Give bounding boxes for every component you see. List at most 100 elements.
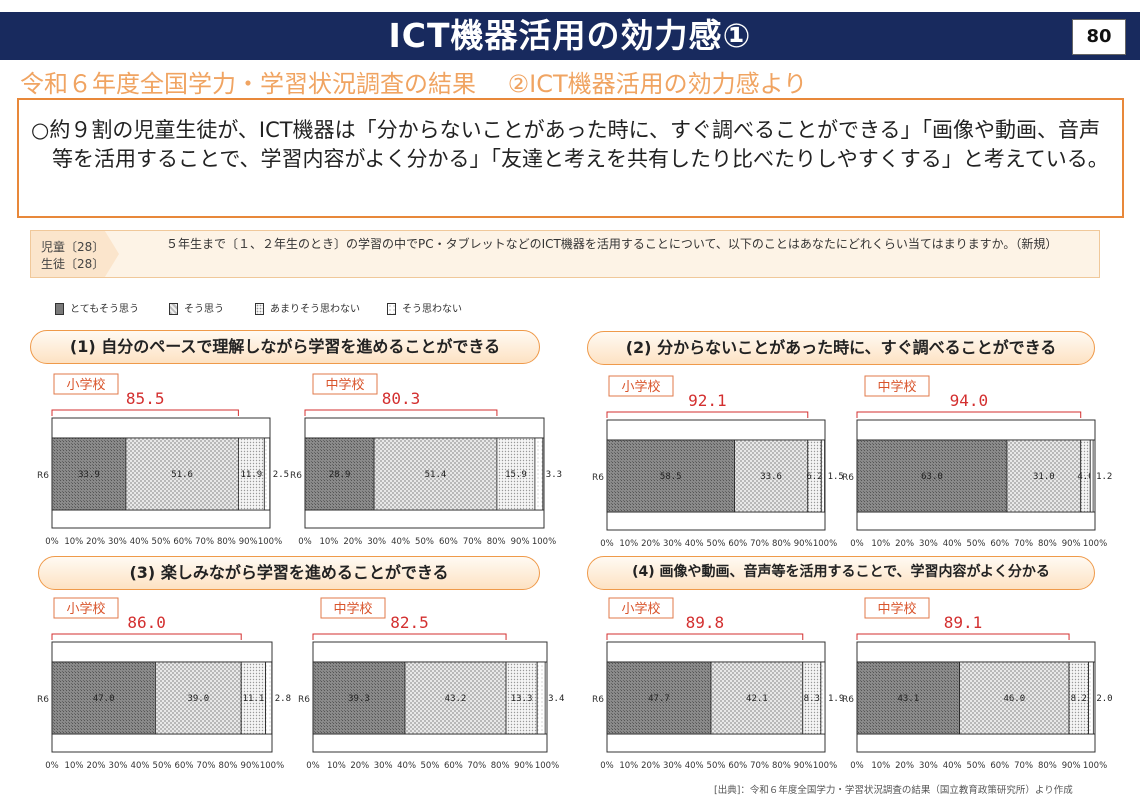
x-tick-label: 30% [108, 537, 127, 547]
group-label: 小学校 [621, 379, 660, 395]
x-tick-label: 70% [197, 761, 216, 771]
segment-label: 6.2 [806, 472, 822, 482]
bar-segment [820, 661, 826, 735]
x-tick-label: 80% [1038, 761, 1057, 771]
summary-text: ○約９割の児童生徒が、ICT機器は「分からないことがあった時に、すぐ調べることが… [31, 118, 1109, 171]
x-tick-label: 0% [600, 761, 614, 771]
x-tick-label: 30% [109, 761, 128, 771]
segment-label: 46.0 [1003, 694, 1025, 704]
x-tick-label: 0% [298, 537, 312, 547]
bar-segment [1006, 439, 1082, 513]
x-tick-label: 90% [1062, 761, 1081, 771]
legend-item: そう思う [169, 300, 224, 315]
segment-label: 2.5 [273, 470, 289, 480]
category-label: R6 [290, 471, 302, 481]
section-header-4: (4) 画像や動画、音声等を活用することで、学習内容がよく分かる [587, 556, 1095, 590]
segment-label: 33.9 [78, 470, 100, 480]
x-tick-label: 30% [374, 761, 393, 771]
bar-segment [505, 661, 538, 735]
x-tick-label: 20% [895, 761, 914, 771]
bar-segment [734, 439, 809, 513]
category-label: R6 [37, 471, 49, 481]
group-label: 小学校 [621, 601, 660, 617]
total-bracket [606, 411, 809, 418]
x-tick-label: 40% [685, 539, 704, 549]
x-tick-label: 10% [871, 761, 890, 771]
x-tick-label: 90% [511, 537, 530, 547]
bar-segment [534, 437, 544, 511]
x-tick-label: 80% [772, 539, 791, 549]
x-tick-label: 100% [535, 761, 559, 771]
segment-label: 15.9 [505, 470, 527, 480]
segment-label: 11.1 [243, 694, 265, 704]
group-label-box [320, 597, 386, 619]
total-label: 89.1 [944, 613, 983, 632]
category-label: R6 [842, 473, 854, 483]
bar-segment [710, 661, 804, 735]
total-bracket [606, 633, 804, 640]
x-tick-label: 50% [967, 539, 986, 549]
category-label: R6 [592, 473, 604, 483]
x-tick-label: 40% [943, 761, 962, 771]
x-tick-label: 50% [707, 761, 726, 771]
total-bracket [304, 409, 498, 416]
segment-label: 39.3 [348, 694, 370, 704]
legend-swatch-checker [169, 303, 178, 315]
segment-label: 51.6 [171, 470, 193, 480]
segment-label: 58.5 [660, 472, 682, 482]
bar-segment [1088, 661, 1094, 735]
segment-label: 4.0 [1077, 472, 1093, 482]
total-label: 92.1 [688, 391, 727, 410]
segment-label: 33.6 [760, 472, 782, 482]
segment-label: 28.9 [329, 470, 351, 480]
segment-label: 8.2 [1071, 694, 1087, 704]
bar-segment [373, 437, 498, 511]
total-label: 80.3 [382, 389, 421, 408]
category-label: R6 [37, 695, 49, 705]
x-tick-label: 40% [685, 761, 704, 771]
x-tick-label: 90% [239, 537, 258, 547]
x-tick-label: 10% [64, 537, 83, 547]
x-tick-label: 70% [463, 537, 482, 547]
x-tick-label: 0% [600, 539, 614, 549]
x-tick-label: 20% [343, 537, 362, 547]
bar-segment [606, 439, 735, 513]
legend-swatch-dots [255, 303, 264, 315]
segment-label: 63.0 [921, 472, 943, 482]
question-text: ５年生まで〔１、２年生のとき〕の学習の中でPC・タブレットなどのICT機器を活用… [166, 237, 1058, 251]
x-tick-label: 50% [152, 537, 171, 547]
x-tick-label: 90% [1062, 539, 1081, 549]
x-tick-label: 90% [514, 761, 533, 771]
group-label: 中学校 [333, 601, 372, 617]
x-tick-label: 20% [350, 761, 369, 771]
bar-segment [265, 661, 273, 735]
question-tag-elementary: 児童〔28〕 [41, 240, 105, 254]
bar-segment [496, 437, 536, 511]
x-tick-label: 10% [327, 761, 346, 771]
x-tick-label: 100% [813, 539, 837, 549]
total-label: 86.0 [127, 613, 166, 632]
x-tick-label: 80% [487, 537, 506, 547]
total-label: 89.8 [686, 613, 725, 632]
x-tick-label: 80% [772, 761, 791, 771]
segment-label: 3.4 [548, 694, 564, 704]
x-tick-label: 70% [1014, 761, 1033, 771]
x-tick-label: 40% [397, 761, 416, 771]
bar-segment [263, 437, 271, 511]
total-bracket [312, 633, 507, 640]
subtitle: 令和６年度全国学力・学習状況調査の結果 ②ICT機器活用の効力感より [20, 70, 808, 98]
title-banner: ICT機器活用の効力感① [0, 12, 1140, 60]
x-tick-label: 20% [86, 537, 105, 547]
bar-segment [1089, 439, 1094, 513]
bar-segment [536, 661, 546, 735]
x-tick-label: 50% [707, 539, 726, 549]
x-tick-label: 60% [439, 537, 458, 547]
total-bracket [51, 409, 239, 416]
section-header-3: (3) 楽しみながら学習を進めることができる [38, 556, 540, 590]
x-tick-label: 70% [750, 539, 769, 549]
x-tick-label: 40% [130, 537, 149, 547]
x-tick-label: 30% [663, 761, 682, 771]
x-tick-label: 30% [367, 537, 386, 547]
x-tick-label: 30% [919, 539, 938, 549]
x-tick-label: 60% [173, 537, 192, 547]
